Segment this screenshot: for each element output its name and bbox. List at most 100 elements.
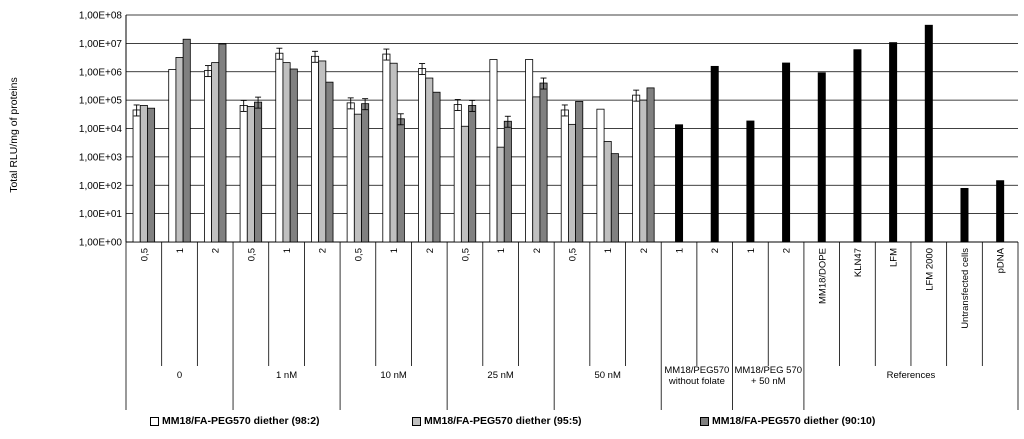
y-tick-label: 1,00E+00 (79, 238, 123, 249)
x-group-label: MM18/PEG 570 + 50 nM (734, 365, 802, 387)
y-axis-title-text: Total RLU/mg of proteins (8, 77, 20, 193)
legend-swatch-98-2 (150, 416, 159, 426)
bar (924, 24, 933, 243)
bar (503, 120, 512, 243)
y-tick-label: 1,00E+08 (79, 11, 123, 22)
x-tick-label: LFM 2000 (924, 248, 935, 291)
x-group-label-line: without folate (668, 376, 725, 387)
bar (132, 109, 141, 243)
y-tick-label: 1,00E+01 (79, 209, 123, 220)
bar (710, 65, 719, 242)
bar (817, 72, 826, 242)
bar (311, 55, 320, 243)
x-group-label: 25 nM (487, 370, 513, 381)
x-tick-label: 0,5 (353, 248, 364, 261)
x-tick-label: LFM (889, 248, 900, 267)
legend-item-95-5: MM18/FA-PEG570 diether (95:5) (412, 415, 582, 427)
bar (175, 57, 184, 243)
y-tick-label: 1,00E+03 (79, 152, 123, 163)
x-group-label: MM18/PEG570 without folate (664, 365, 729, 387)
bar (568, 123, 577, 243)
x-tick-label: 0,5 (568, 248, 579, 261)
bar (147, 107, 156, 243)
legend-label-90-10: MM18/FA-PEG570 diether (90:10) (712, 415, 876, 427)
x-group-label-line: MM18/PEG570 (664, 365, 729, 376)
x-tick-label: 2 (782, 248, 793, 253)
bar (460, 125, 469, 243)
legend-label-98-2: MM18/FA-PEG570 diether (98:2) (162, 415, 320, 427)
y-axis-title: Total RLU/mg of proteins (6, 30, 22, 240)
bar (596, 108, 605, 243)
x-tick-label: 2 (318, 248, 329, 253)
x-tick-label: 1 (282, 248, 293, 253)
bar (246, 106, 255, 243)
bar (318, 60, 327, 243)
y-tick-label: 1,00E+04 (79, 124, 123, 135)
x-group-label: 0 (177, 370, 182, 381)
x-tick-label: 2 (211, 248, 222, 253)
bar (532, 96, 541, 243)
bar (575, 101, 584, 243)
bar (889, 42, 898, 242)
x-group-label-line: 25 nM (487, 370, 513, 381)
bar (539, 82, 548, 243)
bar (203, 70, 212, 243)
bar (632, 94, 641, 243)
x-tick-label: Untransfected cells (960, 248, 971, 329)
x-tick-label: 1 (603, 248, 614, 253)
bar (746, 120, 755, 242)
bar (496, 146, 505, 243)
x-tick-label: pDNA (996, 247, 1007, 273)
bar (289, 68, 298, 243)
x-tick-label: KLN47 (853, 248, 864, 277)
bar (639, 99, 648, 243)
x-tick-label: 1 (496, 248, 507, 253)
y-tick-label: 1,00E+05 (79, 96, 123, 107)
x-tick-label: MM18/DOPE (817, 248, 828, 304)
x-group-label-line: MM18/PEG 570 (734, 365, 802, 376)
x-group-label: 1 nM (276, 370, 297, 381)
bar (525, 59, 534, 243)
bar (361, 103, 370, 243)
bar (218, 43, 227, 243)
bar (560, 109, 569, 243)
bar (396, 118, 405, 243)
bar (254, 101, 263, 243)
x-group-label: 10 nM (380, 370, 406, 381)
legend-swatch-95-5 (412, 416, 421, 426)
bar (139, 105, 148, 243)
x-group-label-line: 10 nM (380, 370, 406, 381)
x-tick-label: 0,5 (139, 248, 150, 261)
x-group-label: References (887, 370, 936, 381)
bar (996, 180, 1005, 242)
x-tick-label: 1 (175, 248, 186, 253)
x-group-label-line: 0 (177, 370, 182, 381)
bar (382, 53, 391, 243)
bar (453, 104, 462, 243)
bar (353, 113, 362, 243)
bar (168, 69, 177, 243)
x-tick-label: 0,5 (246, 248, 257, 261)
x-tick-label: 2 (639, 248, 650, 253)
legend-swatch-90-10 (700, 416, 709, 426)
x-group-label-line: 1 nM (276, 370, 297, 381)
x-group-label: 50 nM (594, 370, 620, 381)
bar (211, 62, 220, 243)
bar (432, 91, 441, 243)
legend-label-95-5: MM18/FA-PEG570 diether (95:5) (424, 415, 582, 427)
bar (418, 68, 427, 243)
bar (325, 81, 334, 243)
x-tick-label: 2 (425, 248, 436, 253)
bar (646, 87, 655, 243)
bar (468, 105, 477, 243)
x-tick-label: 2 (532, 248, 543, 253)
bar (346, 102, 355, 243)
bar (182, 38, 191, 243)
x-tick-label: 1 (389, 248, 400, 253)
x-group-label-line: 50 nM (594, 370, 620, 381)
y-tick-label: 1,00E+02 (79, 181, 123, 192)
bar (425, 77, 434, 243)
x-tick-label: 1 (746, 248, 757, 253)
x-tick-label: 1 (675, 248, 686, 253)
bar (853, 49, 862, 242)
